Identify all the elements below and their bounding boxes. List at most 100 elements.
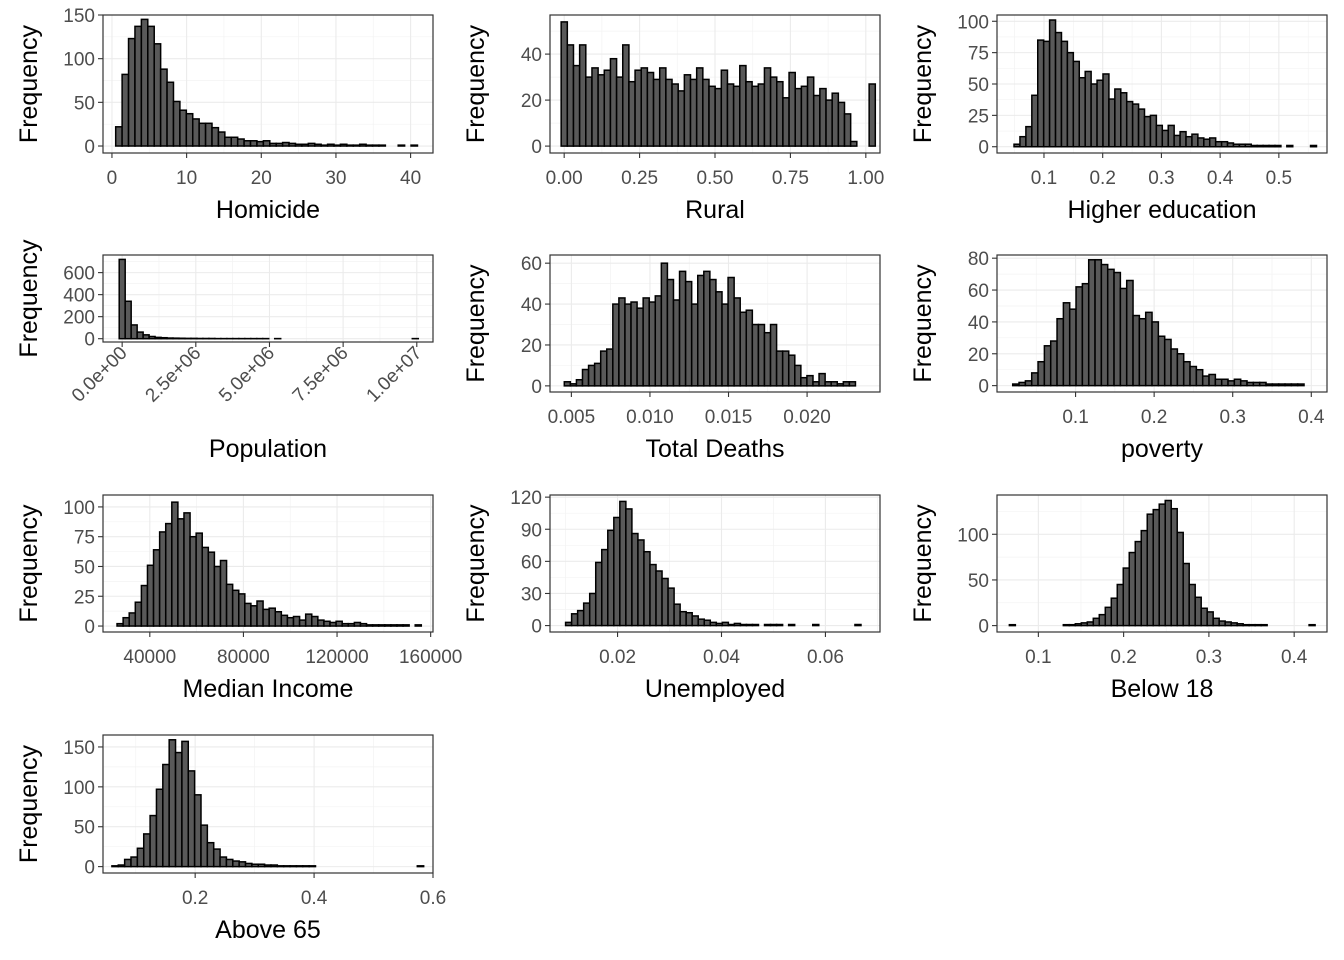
histogram-bar (1236, 623, 1244, 627)
histogram-bar (1062, 302, 1071, 387)
histogram-bar (1195, 368, 1204, 387)
histogram-bar (289, 865, 298, 868)
histogram-bar (1246, 381, 1255, 387)
y-tick-label: 0 (978, 138, 989, 159)
histogram-bar (842, 381, 851, 387)
histogram-bar (570, 613, 579, 627)
histogram-bar (263, 864, 272, 868)
x-tick-label: 0.06 (807, 647, 844, 668)
histogram-bar (281, 141, 290, 147)
histogram-bar (1233, 378, 1242, 387)
histogram-bar (206, 841, 215, 868)
histogram-bar (207, 551, 216, 627)
histogram-bar (575, 378, 584, 387)
histogram-bar (1108, 98, 1116, 148)
y-tick-label: 0 (84, 137, 95, 158)
panel-border (996, 254, 1328, 393)
histogram-bar (217, 131, 226, 147)
histogram-bar (1220, 140, 1229, 148)
histogram-bar (666, 278, 675, 387)
histogram-panel: 0 20 40 0.00 0.25 0.50 0.75 1.00 Rural Frequency (462, 14, 884, 224)
x-axis-title: Below 18 (1111, 675, 1214, 703)
histogram-bar (665, 78, 673, 147)
histogram-bar (739, 311, 748, 387)
y-axis-title: Frequency (909, 24, 937, 143)
histogram-bar (1094, 259, 1103, 387)
panel-border (102, 14, 434, 154)
histogram-bar (1242, 623, 1250, 627)
histogram-bar (677, 90, 686, 147)
histogram-bar (652, 78, 661, 147)
histogram-bar (1128, 551, 1137, 627)
histogram-panel: 0 50 100 0.1 0.2 0.3 0.4 Below 18 Frequency (909, 494, 1328, 703)
histogram-bar (1227, 380, 1236, 387)
histogram-bar (812, 94, 821, 147)
histogram-bar (232, 860, 240, 868)
histogram-bar (1179, 130, 1187, 148)
histogram-bar (1120, 92, 1128, 148)
histogram-bar (238, 861, 247, 868)
y-tick-label: 60 (521, 552, 542, 573)
histogram-bar (295, 865, 304, 868)
histogram-bar (702, 78, 710, 147)
x-tick-label: 0 (107, 168, 118, 189)
histogram-bar (1102, 73, 1110, 148)
histogram-bar (781, 350, 790, 387)
histogram-bar (148, 335, 156, 340)
y-axis-title: Frequency (909, 264, 937, 383)
histogram-bar (588, 592, 597, 627)
histogram-bar (1049, 340, 1058, 387)
histogram-bar (587, 364, 596, 387)
histogram-bar (1151, 321, 1160, 387)
histogram-bar (1116, 583, 1125, 627)
histogram-bar (154, 336, 162, 340)
histogram-bar (1271, 383, 1280, 387)
histogram-bar (812, 381, 820, 387)
x-tick-label: 0.5 (1266, 168, 1292, 189)
histogram-bar (763, 623, 772, 627)
histogram-bar (582, 602, 591, 627)
histogram-bar (346, 144, 355, 147)
histogram-bar (1214, 140, 1223, 148)
histogram-bar (708, 85, 716, 147)
histogram-bar (219, 559, 228, 627)
y-tick-label: 50 (74, 818, 95, 839)
y-tick-label: 60 (968, 281, 989, 302)
y-tick-label: 0 (531, 377, 542, 398)
histogram-bar (572, 64, 581, 147)
histogram-bar (654, 295, 663, 387)
histogram-bar (1114, 88, 1122, 148)
histogram-bar (591, 67, 599, 147)
histogram-bar (365, 624, 374, 627)
x-tick-label: 30 (325, 168, 346, 189)
histogram-bar (1170, 507, 1178, 627)
histogram-bar (155, 788, 164, 868)
histogram-bar (788, 71, 796, 147)
histogram-bar (739, 64, 747, 147)
histogram-panel: 0 50 100 150 0.2 0.4 0.6 Above 65 Frequency (15, 734, 446, 944)
x-tick-label: 0.3 (1220, 407, 1246, 428)
histogram-bar (1176, 531, 1184, 627)
y-axis-title: Frequency (462, 24, 490, 143)
histogram-bar (769, 76, 778, 147)
histogram-bar (1143, 115, 1152, 148)
x-tick-label: 7.5e+06 (289, 343, 353, 407)
histogram-bar (854, 623, 862, 627)
histogram-bar (311, 615, 319, 627)
x-tick-label: 0.04 (703, 647, 740, 668)
histogram-bar (1075, 286, 1084, 387)
histogram-bar (1054, 31, 1063, 148)
histogram-bar (643, 550, 651, 627)
histogram-bar (1258, 381, 1267, 387)
histogram-bar (189, 535, 197, 627)
y-tick-label: 50 (968, 75, 989, 96)
histogram-bar (339, 143, 348, 147)
histogram-bar (673, 603, 681, 627)
histogram-bar (262, 608, 270, 627)
x-tick-label: 160000 (399, 647, 462, 668)
histogram-bar (294, 143, 303, 147)
histogram-bar (1152, 508, 1160, 627)
histogram-bar (660, 262, 669, 387)
histogram-panel: 0 50 100 150 0 10 20 30 40 Homicide Frequency (15, 6, 434, 224)
histogram-bar (1134, 540, 1142, 627)
